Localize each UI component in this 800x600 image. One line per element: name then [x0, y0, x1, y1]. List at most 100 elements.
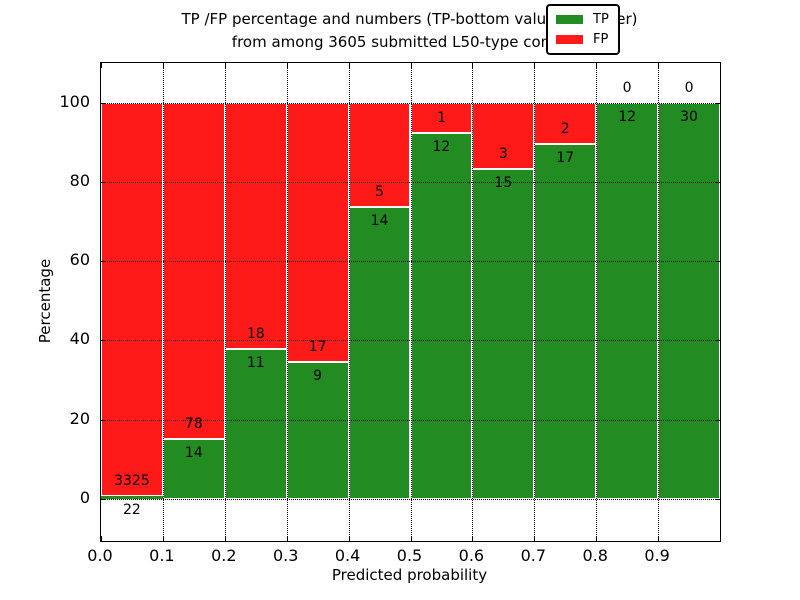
y-gridline [101, 499, 720, 500]
legend-label-tp: TP [593, 12, 609, 27]
x-tick-label: 0.4 [334, 546, 361, 565]
tp-count-label: 14 [184, 444, 203, 461]
x-gridline [472, 63, 474, 541]
fp-count-label: 2 [560, 121, 570, 138]
tp-count-label: 12 [618, 108, 637, 125]
legend: TP FP [546, 4, 620, 55]
x-tick-mark [348, 536, 350, 541]
x-tick-mark [286, 536, 288, 541]
x-tick-mark-top [286, 63, 288, 68]
x-tick-label: 0.2 [211, 546, 237, 565]
y-tick-mark [101, 340, 106, 342]
y-tick-label: 20 [69, 408, 90, 428]
y-tick-mark-right [715, 419, 720, 421]
y-gridline [101, 419, 720, 421]
y-tick-mark [101, 181, 106, 183]
tp-count-label: 30 [680, 108, 698, 125]
y-tick-mark-right [715, 102, 720, 104]
bar-segment-tp [348, 206, 411, 499]
chart-title: TP /FP percentage and numbers (TP-bottom… [100, 8, 719, 54]
fp-count-label: 0 [684, 79, 694, 96]
bar-segment-fp [286, 102, 349, 362]
x-tick-mark [658, 536, 660, 541]
y-gridline [101, 102, 720, 104]
tp-count-label: 11 [246, 354, 265, 371]
x-tick-mark [224, 536, 226, 541]
y-tick-label: 40 [69, 329, 90, 349]
x-tick-mark [162, 536, 164, 541]
x-tick-label: 0.5 [396, 546, 423, 565]
bar-segment-tp [596, 102, 659, 499]
x-gridline [286, 63, 288, 541]
bar-segment-fp [162, 102, 225, 439]
x-axis-label: Predicted probability [331, 566, 488, 584]
bar-segment-tp [658, 102, 720, 499]
chart-title-line1: TP /FP percentage and numbers (TP-bottom… [181, 10, 638, 28]
x-tick-mark-top [410, 63, 412, 68]
bar-segment-tp [286, 361, 349, 499]
y-tick-label: 80 [69, 170, 90, 190]
fp-count-label: 17 [308, 338, 327, 355]
x-tick-label: 0.9 [644, 546, 670, 565]
x-tick-label: 0.3 [272, 546, 299, 565]
bar-segment-fp [101, 102, 163, 497]
x-gridline [596, 63, 598, 541]
x-tick-mark-top [534, 63, 536, 68]
tp-swatch-icon [556, 15, 583, 24]
bar-segment-tp [224, 348, 287, 499]
y-gridline [101, 181, 720, 183]
fp-count-label: 18 [246, 325, 265, 342]
fp-count-label: 78 [184, 415, 203, 432]
plot-area: 3325 22 78 14 18 11 17 9 5 14 1 12 3 15 2 17 0 12 0 30 [100, 62, 721, 542]
x-tick-mark-top [348, 63, 350, 68]
x-gridline [658, 63, 660, 541]
x-tick-mark-top [162, 63, 164, 68]
tp-count-label: 22 [123, 502, 141, 519]
x-tick-label: 0.8 [582, 546, 608, 565]
x-gridline [534, 63, 536, 541]
y-tick-mark [101, 102, 106, 104]
x-tick-label: 0.1 [149, 546, 175, 565]
bar-segment-tp [472, 168, 535, 499]
y-tick-mark-right [715, 261, 720, 263]
y-gridline [101, 261, 720, 263]
fp-count-label: 3325 [114, 473, 150, 490]
x-tick-label: 0.7 [520, 546, 547, 565]
tp-count-label: 12 [432, 139, 451, 156]
fp-count-label: 0 [622, 79, 632, 96]
y-tick-label: 100 [59, 91, 90, 111]
x-tick-mark [101, 536, 102, 541]
x-tick-mark-top [101, 63, 102, 68]
y-tick-mark-right [715, 181, 720, 183]
bar-segment-tp [534, 144, 597, 499]
tp-count-label: 17 [556, 150, 575, 167]
y-tick-label: 0 [79, 488, 90, 507]
x-tick-mark [472, 536, 474, 541]
fp-count-label: 3 [498, 145, 508, 162]
legend-label-fp: FP [593, 32, 609, 47]
y-tick-mark [101, 419, 106, 421]
legend-item-fp: FP [556, 33, 609, 46]
bar-segment-tp [410, 133, 473, 499]
fp-swatch-icon [556, 35, 583, 44]
fp-count-label: 1 [436, 110, 446, 127]
legend-item-tp: TP [556, 13, 609, 26]
bar-segment-tp [101, 496, 163, 499]
x-tick-mark [410, 536, 412, 541]
x-tick-mark-top [658, 63, 660, 68]
x-gridline [162, 63, 164, 541]
tp-count-label: 9 [313, 367, 323, 384]
x-tick-mark [534, 536, 536, 541]
x-gridline [410, 63, 412, 541]
y-axis-label: Percentage [36, 258, 54, 344]
x-tick-label: 0.0 [87, 546, 113, 565]
y-tick-label: 60 [69, 250, 90, 270]
tp-count-label: 15 [494, 174, 513, 191]
y-tick-mark [101, 261, 106, 263]
y-tick-mark-right [715, 340, 720, 342]
x-tick-mark-top [596, 63, 598, 68]
y-tick-mark-right [715, 499, 720, 500]
x-tick-mark [596, 536, 598, 541]
bar-segment-fp [224, 102, 287, 349]
x-gridline [224, 63, 226, 541]
